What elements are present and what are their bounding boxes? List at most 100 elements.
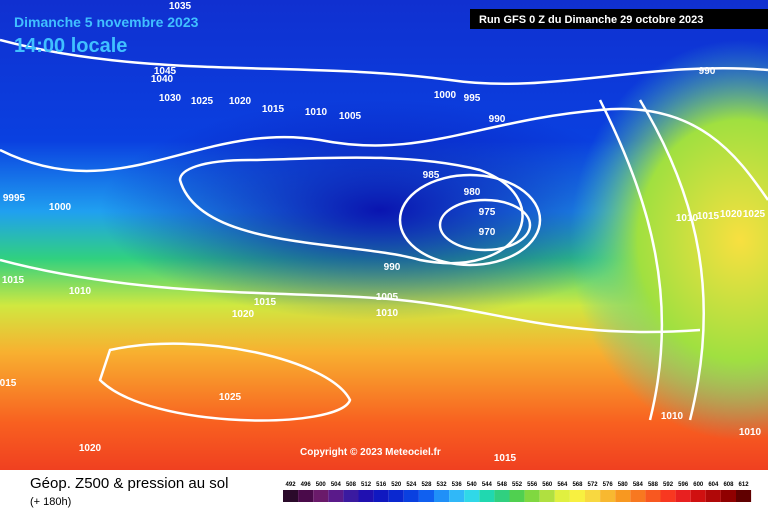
isobar-label: 1010	[676, 213, 699, 224]
legend-swatch	[403, 490, 419, 502]
legend-label: 520	[391, 482, 402, 488]
isobar-label: 970	[479, 227, 496, 238]
legend-label: 508	[346, 482, 357, 488]
isobar-label: 1015	[494, 453, 517, 464]
isobar-label: 985	[423, 170, 440, 181]
legend-swatch	[660, 490, 676, 502]
isobar-label: 980	[464, 187, 481, 198]
isobar-label: 1020	[79, 443, 102, 454]
legend-label: 540	[467, 482, 478, 488]
legend-swatch	[675, 490, 691, 502]
legend-swatch	[388, 490, 404, 502]
legend-label: 528	[421, 482, 432, 488]
isobar-label: 975	[479, 207, 496, 218]
isobar-label: 1005	[376, 292, 399, 303]
isobar-label: 1010	[69, 286, 92, 297]
isobar-label: 1015	[262, 104, 285, 115]
legend-label: 588	[648, 482, 659, 488]
legend-swatch	[509, 490, 525, 502]
legend-swatch	[690, 490, 706, 502]
legend-swatch	[283, 490, 299, 502]
legend-swatch	[298, 490, 314, 502]
date: Dimanche 5 novembre 2023	[14, 14, 199, 30]
legend-label: 568	[572, 482, 583, 488]
legend-label: 576	[603, 482, 614, 488]
footer-title: Géop. Z500 & pression au sol	[30, 475, 228, 492]
legend-label: 584	[633, 482, 644, 488]
legend-swatch	[434, 490, 450, 502]
copyright: Copyright © 2023 Meteociel.fr	[300, 447, 441, 458]
isobar-label: 1000	[434, 90, 457, 101]
legend-swatch	[736, 490, 752, 502]
isobar-label: 1025	[743, 209, 766, 220]
isobar-label: 1015	[697, 211, 720, 222]
isobar-label: 1025	[191, 96, 214, 107]
isobar-label: 1000	[49, 202, 72, 213]
isobar-label: 1010	[376, 308, 399, 319]
legend-swatch	[600, 490, 616, 502]
legend-label: 524	[406, 482, 417, 488]
legend-label: 500	[316, 482, 327, 488]
legend-label: 504	[331, 482, 342, 488]
isobar-label: 1010	[739, 427, 762, 438]
isobar-label: 990	[699, 66, 716, 77]
legend-label: 532	[437, 482, 448, 488]
isobar-label: 1015	[2, 275, 25, 286]
legend-swatch	[554, 490, 570, 502]
legend-label: 564	[557, 482, 568, 488]
isobar-label: 1025	[219, 392, 242, 403]
legend-swatch	[539, 490, 555, 502]
isobar-label: 1005	[339, 111, 362, 122]
legend-swatch	[464, 490, 480, 502]
legend-label: 596	[678, 482, 689, 488]
legend-swatch	[328, 490, 344, 502]
legend-swatch	[358, 490, 374, 502]
legend-label: 496	[301, 482, 312, 488]
legend: 492 496 500 504 508 512 516 520 524 528 532 536 540 5…	[283, 482, 752, 502]
legend-label: 580	[618, 482, 629, 488]
legend-swatch	[720, 490, 736, 502]
isobar-label: 1035	[169, 1, 192, 12]
legend-label: 512	[361, 482, 372, 488]
run-info: Run GFS 0 Z du Dimanche 29 octobre 2023	[479, 14, 703, 26]
legend-swatch	[645, 490, 661, 502]
isobar-label: 015	[0, 378, 17, 389]
isobar-lines	[0, 38, 768, 422]
legend-label: 572	[588, 482, 599, 488]
run-box	[470, 9, 768, 29]
legend-label: 608	[723, 482, 734, 488]
legend-swatch	[313, 490, 329, 502]
isobar-label: 1020	[720, 209, 743, 220]
legend-label: 560	[542, 482, 553, 488]
isobar-label: 990	[489, 114, 506, 125]
isobar-label: 1020	[229, 96, 252, 107]
legend-swatch	[524, 490, 540, 502]
legend-label: 556	[527, 482, 538, 488]
isobar-label: 1045	[154, 66, 177, 77]
legend-label: 552	[512, 482, 523, 488]
legend-swatch	[343, 490, 359, 502]
isobar-label: 1015	[254, 297, 277, 308]
legend-swatch	[373, 490, 389, 502]
isobar-label: 1020	[232, 309, 255, 320]
legend-swatch	[630, 490, 646, 502]
legend-swatch	[479, 490, 495, 502]
legend-swatch	[494, 490, 510, 502]
legend-swatch	[569, 490, 585, 502]
legend-label: 544	[482, 482, 493, 488]
isobar-label: 9995	[3, 193, 26, 204]
legend-swatch	[585, 490, 601, 502]
legend-label: 600	[693, 482, 704, 488]
isobar-label: 1010	[305, 107, 328, 118]
legend-label: 604	[708, 482, 719, 488]
low-area	[100, 100, 660, 320]
legend-swatch	[705, 490, 721, 502]
isobar-label: 1030	[159, 93, 182, 104]
legend-label: 516	[376, 482, 387, 488]
legend-label: 548	[497, 482, 508, 488]
isobar-label: 990	[384, 262, 401, 273]
legend-label: 492	[286, 482, 297, 488]
legend-swatch	[418, 490, 434, 502]
